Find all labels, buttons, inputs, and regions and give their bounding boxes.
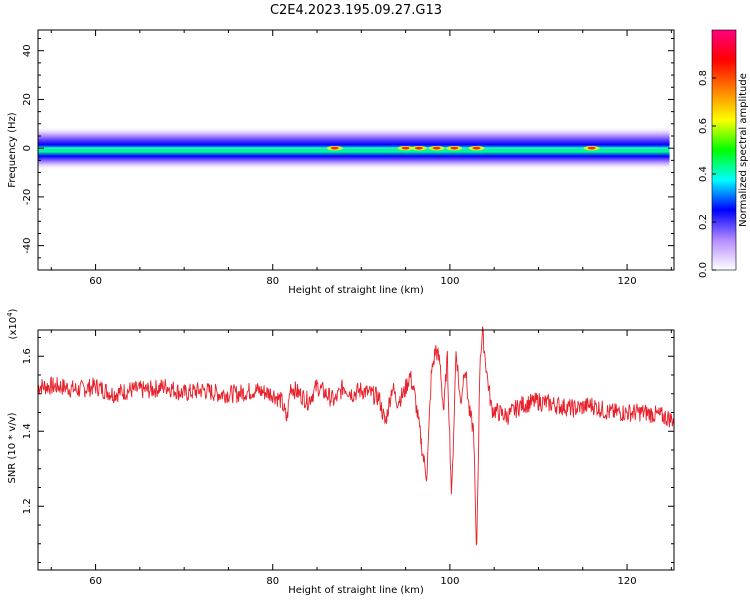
top-x-tick-label: 120 [618, 276, 637, 287]
top-y-tick-label: 0 [22, 145, 33, 151]
figure-title: C2E4.2023.195.09.27.G13 [270, 3, 442, 18]
band-peak-core [450, 146, 459, 150]
bottom-y-tick-label: 1.6 [22, 348, 33, 364]
band-peak-core [401, 146, 410, 150]
bottom-y-tick-label: 1.2 [22, 498, 33, 514]
top-x-tick-label: 100 [440, 276, 459, 287]
colorbar-label: Normalized spectral amplitude [738, 73, 749, 227]
colorbar-tick-label: 0.4 [698, 166, 709, 182]
top-y-tick-label: 40 [22, 44, 33, 57]
bottom-x-tick-label: 100 [440, 576, 459, 587]
top-y-axis-label: Frequency (Hz) [7, 112, 18, 188]
bottom-plot-frame [37, 329, 675, 571]
snr-line [37, 326, 675, 547]
top-x-tick-label: 80 [266, 276, 279, 287]
y-multiplier-label: (x104) [6, 308, 19, 339]
colorbar: 0.0 0.2 0.4 0.6 0.8 Normalized spectral ampl… [698, 29, 749, 278]
bottom-x-tick-label: 60 [89, 576, 102, 587]
bottom-x-tick-label: 120 [618, 576, 637, 587]
bottom-x-axis-label: Height of straight line (km) [288, 585, 424, 596]
bottom-y-axis-label: SNR (10 * v/v) [7, 412, 18, 483]
snr-panel: 60 80 100 120 1.2 1.4 1.6 Height of straight l… [6, 308, 675, 596]
band-peak-core [330, 146, 339, 150]
top-y-tick-label: 20 [22, 93, 33, 106]
colorbar-tick-label: 0.8 [698, 70, 709, 86]
band-peak-core [587, 146, 596, 150]
top-y-tick-label: -20 [22, 189, 33, 205]
spectrogram-panel: 60 80 100 120 -40 -20 0 20 40 Height of straight… [7, 29, 675, 296]
top-y-tick-label: -40 [22, 237, 33, 253]
colorbar-tick-label: 0.2 [698, 214, 709, 230]
colorbar-gradient [711, 29, 737, 271]
colorbar-tick-label: 0.6 [698, 118, 709, 134]
band-peak-core [414, 146, 423, 150]
top-x-axis-label: Height of straight line (km) [288, 285, 424, 296]
bottom-y-tick-label: 1.4 [22, 423, 33, 439]
band-peak-core [472, 146, 481, 150]
top-x-tick-label: 60 [89, 276, 102, 287]
colorbar-tick-label: 0.0 [698, 262, 709, 278]
bottom-x-tick-label: 80 [266, 576, 279, 587]
band-peak-core [432, 146, 441, 150]
top-plot-frame [37, 29, 675, 271]
